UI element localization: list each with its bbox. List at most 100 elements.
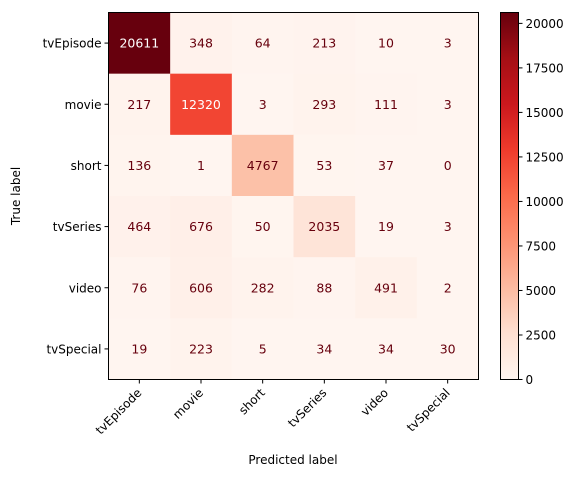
x-tick-label: tvSeries [285,386,329,430]
matrix-cell [108,134,171,197]
colorbar-tick-label: 20000 [526,17,564,31]
matrix-cell [170,73,233,136]
matrix-cell-value: 53 [316,158,332,173]
matrix-cell [170,12,233,75]
matrix-cell-value: 2 [444,280,452,295]
matrix-cell [108,318,171,380]
matrix-cell [170,196,233,258]
colorbar-tick-label: 5000 [526,284,557,298]
matrix-cell-value: 5 [259,341,267,356]
y-tick-label: tvSpecial [46,342,101,356]
x-tick-label: short [236,386,268,418]
matrix-cell-value: 676 [189,219,213,234]
matrix-cell-value: 12320 [181,97,221,112]
matrix-cell-value: 348 [189,36,213,51]
y-tick-label: tvSeries [53,220,102,234]
matrix-cell [170,257,233,319]
y-tick-label: video [69,281,102,295]
matrix-cell [355,318,418,380]
x-axis-label: Predicted label [248,453,337,467]
matrix-cell-value: 34 [378,341,394,356]
matrix-cell-value: 3 [444,36,452,51]
matrix-cell-value: 213 [312,36,336,51]
matrix-cell-value: 88 [316,280,332,295]
matrix-cell-value: 3 [444,219,452,234]
colorbar-tick-label: 7500 [526,239,557,253]
colorbar-tick-label: 12500 [526,150,564,164]
matrix-cell-value: 136 [127,158,151,173]
y-axis-ticks: tvEpisode movie short tvSeries video tvSpecia… [43,37,109,356]
y-tick-label: short [71,159,102,173]
matrix-cell-value: 0 [444,158,452,173]
matrix-cell-value: 223 [189,341,213,356]
matrix-cell [416,318,479,380]
matrix-cell-value: 19 [378,219,394,234]
y-tick-label: movie [65,98,102,112]
y-tick-label: tvEpisode [43,37,102,51]
matrix-cell-value: 282 [251,280,275,295]
matrix-cell [416,73,479,136]
colorbar-tick-label: 17500 [526,61,564,75]
matrix-cell [355,73,418,136]
matrix-cell [416,196,479,258]
matrix-cell-value: 10 [378,36,394,51]
matrix-cell-value: 37 [378,158,394,173]
colorbar-tick-label: 10000 [526,195,564,209]
matrix-cell [108,12,171,75]
matrix-cell-value: 491 [374,280,398,295]
matrix-cell [416,134,479,197]
matrix-cell [108,73,171,136]
matrix-cell-value: 34 [316,341,332,356]
colorbar [500,12,519,380]
matrix-cell [293,196,356,258]
matrix-cell-value: 19 [131,341,147,356]
matrix-cell [293,134,356,197]
x-tick-label: tvEpisode [93,386,145,438]
matrix-cell [355,257,418,319]
matrix-cell [416,12,479,75]
matrix-cell [231,257,294,319]
matrix-cell-value: 464 [127,219,151,234]
matrix-cell [231,196,294,258]
matrix-cell [231,73,294,136]
matrix-cell-value: 606 [189,280,213,295]
matrix-cell-value: 4767 [247,158,279,173]
colorbar-ticks: 0 2500 5000 7500 10000 12500 15000 17500 20000 [518,17,564,387]
matrix-cell-value: 2035 [308,219,340,234]
matrix-cell [355,134,418,197]
matrix-cell-value: 3 [259,97,267,112]
matrix-cell [231,12,294,75]
matrix-cell [416,257,479,319]
matrix-cell-value: 76 [131,280,147,295]
matrix-cell-value: 1 [197,158,205,173]
matrix-cell [293,257,356,319]
matrix-cell [231,318,294,380]
matrix-cell [293,12,356,75]
matrix-cell-value: 20611 [119,36,159,51]
x-axis-ticks: tvEpisode movie short tvSeries video tvSpecia… [93,379,453,438]
x-tick-label: movie [170,386,206,422]
matrix-cell-value: 50 [255,219,271,234]
colorbar-tick-label: 2500 [526,328,557,342]
matrix-cell-value: 3 [444,97,452,112]
matrix-cell-value: 30 [440,341,456,356]
matrix-cell-labels: 20611 348 64 213 10 3 217 12320 3 293 111 3 136 1 4767… [119,36,455,357]
plot-frame [108,12,479,380]
matrix-cell [293,73,356,136]
matrix-cell [293,318,356,380]
matrix-cell [355,196,418,258]
y-axis-label: True label [9,167,23,226]
matrix-cell [108,257,171,319]
x-tick-label: tvSpecial [404,386,453,435]
matrix-cell [355,12,418,75]
matrix-cell [108,196,171,258]
matrix-cell [170,318,233,380]
colorbar-tick-label: 15000 [526,106,564,120]
matrix-cells [108,12,479,380]
colorbar-tick-label: 0 [526,373,534,387]
matrix-cell [231,134,294,197]
matrix-cell [170,134,233,197]
x-tick-label: video [358,386,391,419]
matrix-cell-value: 217 [127,97,151,112]
